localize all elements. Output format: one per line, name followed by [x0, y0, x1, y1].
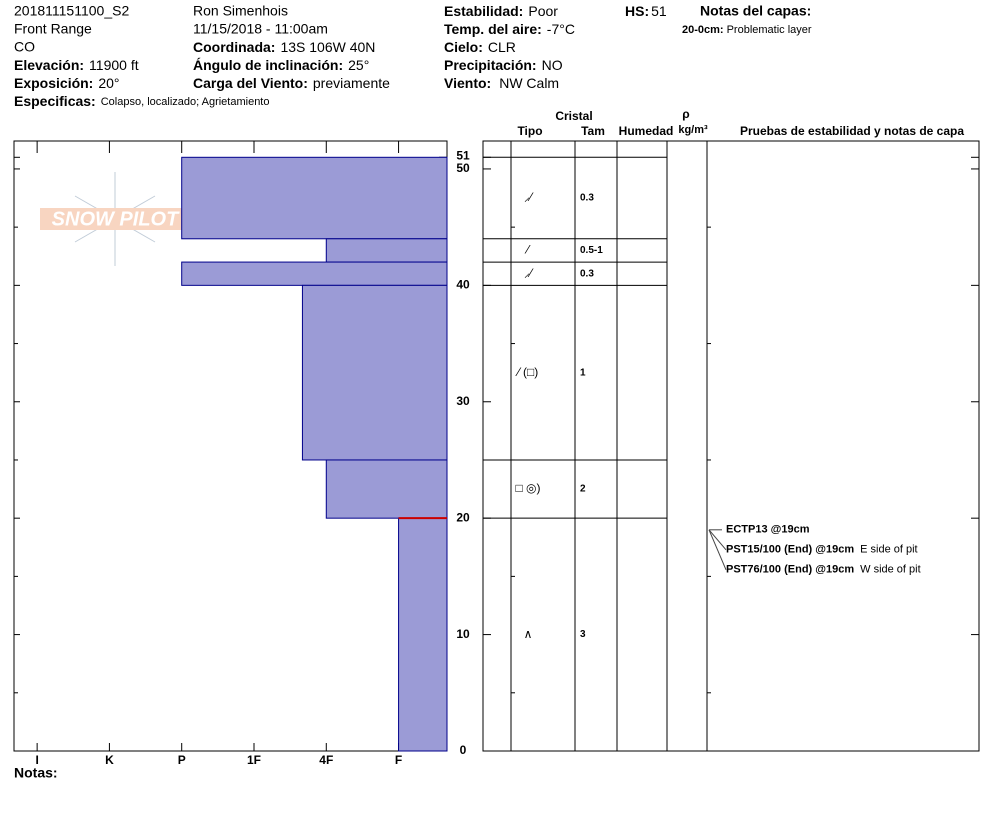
value: 25° — [348, 57, 369, 73]
label: Temp. del aire: — [444, 21, 542, 37]
observer: Ron Simenhois — [193, 3, 288, 19]
datetime: 11/15/2018 - 11:00am — [193, 21, 328, 37]
grain-size: 1 — [580, 367, 586, 378]
label: Viento: — [444, 75, 491, 91]
x-tick-label: 1F — [247, 753, 261, 767]
slope: Ángulo de inclinación: 25° — [193, 57, 369, 73]
hardness-bar — [181, 156, 448, 240]
wind: Viento: NW Calm — [444, 75, 559, 91]
pit-id: 201811151100_S2 — [14, 3, 129, 19]
test-name: ECTP13 @19cm — [726, 524, 810, 536]
label: Especificas: — [14, 93, 96, 109]
test-name: PST76/100 (End) @19cm — [726, 564, 854, 576]
layer-notes-title: Notas del capas: — [700, 3, 811, 19]
y-tick-label: 30 — [456, 394, 470, 408]
x-tick-label: 4F — [319, 753, 333, 767]
y-tick-label: 40 — [456, 278, 470, 292]
header-tests: Pruebas de estabilidad y notas de capa — [740, 124, 964, 138]
note: Problematic layer — [727, 24, 812, 36]
y-tick-label: 10 — [456, 627, 470, 641]
y-tick-label: 0 — [460, 743, 467, 757]
grain-type: ⸝⁄ — [524, 266, 534, 280]
label: Carga del Viento: — [193, 75, 308, 91]
hs: HS: 51 — [625, 3, 667, 19]
label: Exposición: — [14, 75, 93, 91]
value: 13S 106W 40N — [280, 39, 375, 55]
elevation: Elevación: 11900 ft — [14, 57, 139, 73]
header-crystal: Cristal — [555, 109, 592, 123]
logo: SNOW PILOT — [40, 172, 190, 266]
header-density-unit: kg/m³ — [678, 124, 708, 136]
label: Estabilidad: — [444, 3, 523, 19]
hardness-bar — [325, 238, 448, 263]
header-moisture: Humedad — [619, 124, 674, 138]
grain-size: 3 — [580, 629, 586, 640]
logo-text: SNOW PILOT — [52, 208, 180, 230]
label: Cielo: — [444, 39, 483, 55]
label: Elevación: — [14, 57, 84, 73]
grain-type: ∧ — [524, 627, 533, 641]
state: CO — [14, 39, 35, 55]
y-tick-label: 51 — [456, 148, 470, 162]
value: Poor — [528, 3, 558, 19]
table-columns — [510, 141, 708, 751]
notes-label: Notas: — [14, 765, 58, 781]
y-tick-label: 50 — [456, 161, 470, 175]
label: Ángulo de inclinación: — [193, 57, 343, 73]
grain-size: 0.3 — [580, 193, 594, 204]
test-note: E side of pit — [860, 544, 917, 556]
label: HS: — [625, 3, 649, 19]
value: -7°C — [547, 21, 575, 37]
x-tick-label: I — [35, 753, 38, 767]
hardness-bar — [398, 517, 448, 752]
sky: Cielo: CLR — [444, 39, 516, 55]
grain-size: 0.3 — [580, 268, 594, 279]
header-type: Tipo — [517, 124, 542, 138]
test-arrow — [708, 529, 727, 571]
y-tick-label: 20 — [456, 510, 470, 524]
grain-type: ⁄ (□) — [515, 365, 539, 379]
header-rho: ρ — [682, 107, 689, 121]
value: 11900 ft — [89, 57, 139, 73]
table-frame — [482, 140, 980, 752]
test-arrow — [708, 529, 727, 551]
grain-type: ⸝⁄ — [524, 190, 534, 204]
coordinates: Coordinada: 13S 106W 40N — [193, 39, 375, 55]
value: 51 — [651, 3, 667, 19]
x-tick-label: K — [105, 753, 114, 767]
grain-type: ⁄ — [524, 243, 531, 257]
label: Coordinada: — [193, 39, 275, 55]
value: NO — [542, 57, 563, 73]
hardness-bar — [325, 459, 448, 519]
aspect: Exposición: 20° — [14, 75, 120, 91]
value: Colapso, localizado; Agrietamiento — [101, 96, 270, 108]
value: previamente — [313, 75, 390, 91]
wind-loading: Carga del Viento: previamente — [193, 75, 390, 91]
table-headers: Cristal Tipo Tam Humedad ρ kg/m³ Pruebas… — [517, 107, 964, 138]
range: 20-0cm: — [682, 24, 724, 36]
header: 201811151100_S2 Front Range CO Elevación… — [14, 3, 812, 109]
test-note: W side of pit — [860, 564, 921, 576]
hardness-bar — [301, 284, 448, 461]
value: CLR — [488, 39, 516, 55]
logo-band — [40, 208, 190, 230]
stability: Estabilidad: Poor — [444, 3, 558, 19]
x-tick-label: F — [395, 753, 402, 767]
grain-size: 0.5-1 — [580, 245, 603, 256]
value: NW Calm — [499, 75, 559, 91]
layer-note: 20-0cm: Problematic layer — [682, 24, 812, 36]
value: 20° — [98, 75, 119, 91]
grain-type: □ ◎) — [515, 481, 540, 495]
air-temp: Temp. del aire: -7°C — [444, 21, 575, 37]
specifics: Especificas: Colapso, localizado; Agrieta… — [14, 93, 269, 109]
range: Front Range — [14, 21, 92, 37]
precipitation: Precipitación: NO — [444, 57, 563, 73]
grain-size: 2 — [580, 484, 586, 495]
hardness-bar — [181, 261, 448, 286]
test-name: PST15/100 (End) @19cm — [726, 544, 854, 556]
label: Precipitación: — [444, 57, 537, 73]
header-size: Tam — [581, 124, 605, 138]
x-tick-label: P — [178, 753, 186, 767]
